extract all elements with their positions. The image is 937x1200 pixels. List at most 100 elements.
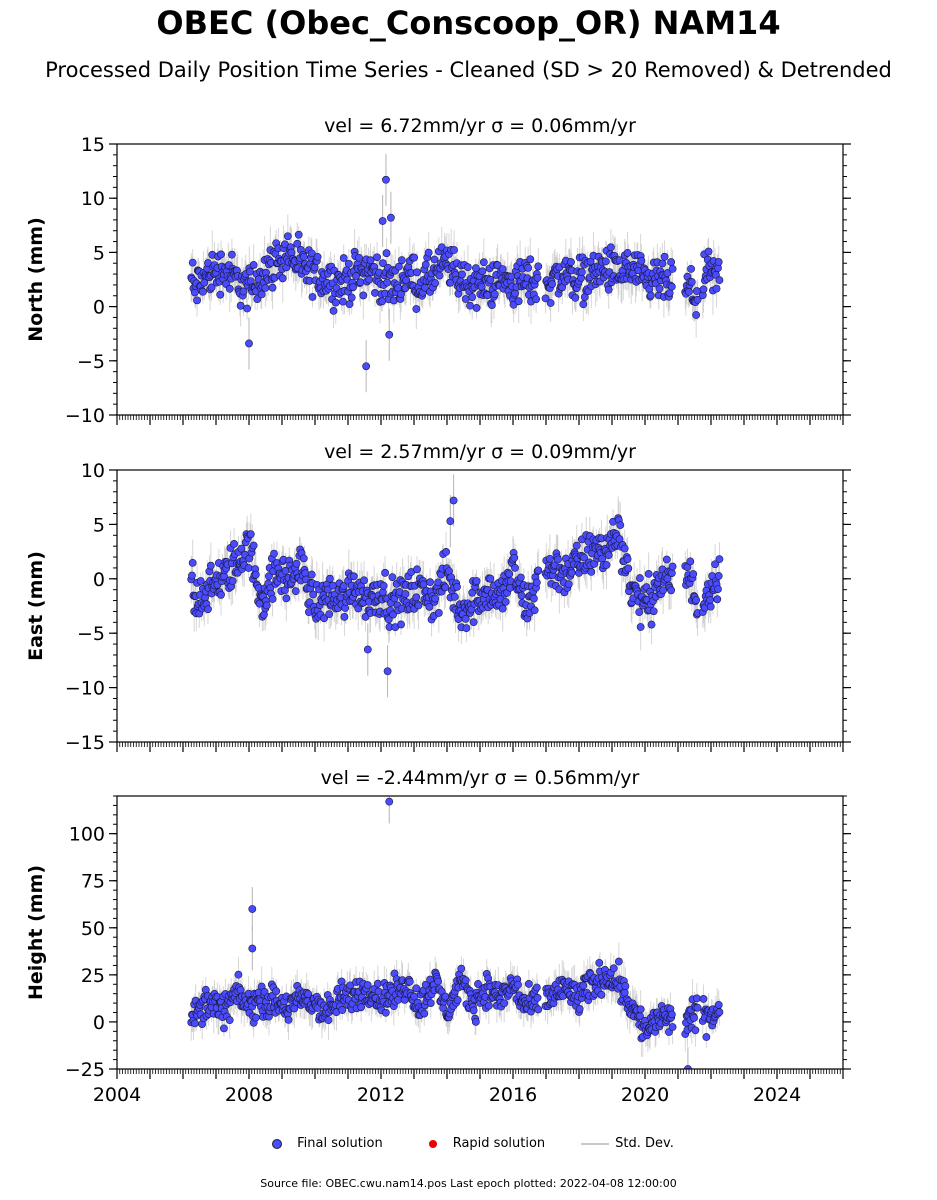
data-point: [526, 255, 535, 264]
plot-area: [187, 796, 724, 1069]
data-point: [397, 256, 406, 265]
data-point: [667, 569, 676, 577]
data-point: [572, 541, 581, 550]
y-axis-label: North (mm): [25, 217, 47, 342]
data-point: [371, 289, 379, 297]
data-point: [713, 595, 722, 604]
data-point: [715, 276, 724, 285]
data-point: [601, 257, 610, 266]
panel-east: −15 −10 −5 0 5 10 vel = 2.57mm/yr σ = 0.09mm/y…: [25, 441, 851, 754]
data-point: [534, 262, 543, 271]
data-point: [706, 602, 715, 611]
data-point: [366, 256, 375, 265]
data-point: [373, 253, 382, 262]
data-point: [435, 271, 444, 280]
data-point: [530, 594, 538, 603]
data-point: [714, 585, 722, 593]
data-point: [401, 590, 410, 598]
data-point: [541, 294, 550, 303]
data-point: [620, 544, 629, 553]
data-point: [426, 999, 435, 1007]
data-point: [313, 252, 322, 261]
data-point: [255, 599, 264, 608]
data-point: [282, 594, 291, 603]
data-point: [249, 541, 258, 550]
data-point: [511, 563, 519, 572]
data-point: [308, 293, 317, 301]
data-point: [577, 268, 586, 276]
y-tick-label: −5: [77, 623, 105, 645]
y-tick-label: −10: [65, 405, 105, 427]
data-point: [533, 273, 542, 282]
data-point: [533, 993, 542, 1002]
data-point: [668, 264, 677, 273]
data-point: [421, 260, 430, 269]
data-point: [365, 275, 374, 284]
data-point: [469, 618, 478, 627]
data-point: [692, 311, 701, 319]
data-point: [363, 981, 372, 989]
data-point: [261, 283, 270, 292]
data-point: [466, 301, 474, 310]
data-point: [383, 278, 392, 287]
data-point: [384, 615, 393, 624]
data-point-outlier: [385, 797, 394, 806]
data-point: [687, 278, 696, 286]
data-point: [434, 609, 443, 617]
data-point: [378, 297, 387, 306]
data-point: [345, 300, 354, 309]
data-point: [259, 610, 268, 619]
data-point-outlier: [363, 645, 372, 654]
data-point: [339, 254, 348, 262]
data-point: [420, 1009, 429, 1018]
data-point: [711, 270, 720, 279]
data-point: [516, 573, 525, 582]
data-point: [325, 610, 334, 619]
data-point: [355, 253, 363, 262]
data-point: [510, 553, 519, 562]
panel-title: vel = 6.72mm/yr σ = 0.06mm/yr: [324, 115, 636, 137]
data-point: [637, 256, 646, 265]
data-point: [668, 562, 677, 571]
data-point: [207, 283, 216, 292]
data-point: [663, 269, 672, 277]
data-point-outlier: [446, 517, 455, 526]
data-point: [461, 614, 470, 623]
data-point: [579, 981, 588, 990]
data-point: [602, 561, 611, 569]
data-point: [426, 578, 435, 587]
data-point: [579, 300, 588, 309]
data-point: [649, 607, 658, 616]
data-point: [567, 568, 576, 577]
chart-title: OBEC (Obec_Conscoop_OR) NAM14: [156, 4, 781, 42]
data-point: [299, 554, 308, 563]
data-point: [389, 610, 397, 619]
y-tick-label: 10: [81, 460, 105, 482]
data-point: [474, 980, 482, 988]
data-point: [246, 530, 255, 539]
data-point: [606, 243, 615, 252]
data-point: [500, 999, 509, 1008]
data-point-outlier: [386, 213, 395, 222]
data-point: [615, 256, 624, 265]
data-point: [623, 555, 632, 563]
data-point: [225, 284, 234, 293]
y-tick-label: −5: [77, 351, 105, 373]
data-point: [545, 554, 554, 563]
data-point: [431, 594, 440, 603]
data-point: [431, 279, 440, 287]
data-point: [290, 1004, 299, 1013]
data-point: [388, 573, 397, 581]
data-points: [187, 175, 724, 371]
data-point: [571, 293, 580, 302]
data-point: [425, 602, 434, 611]
y-tick-label: 0: [93, 297, 105, 319]
data-point: [356, 278, 365, 287]
data-point: [190, 1019, 199, 1028]
data-point: [457, 964, 466, 973]
data-point: [251, 1013, 260, 1022]
data-point: [667, 282, 676, 291]
data-point: [665, 289, 674, 297]
data-point: [304, 990, 313, 998]
